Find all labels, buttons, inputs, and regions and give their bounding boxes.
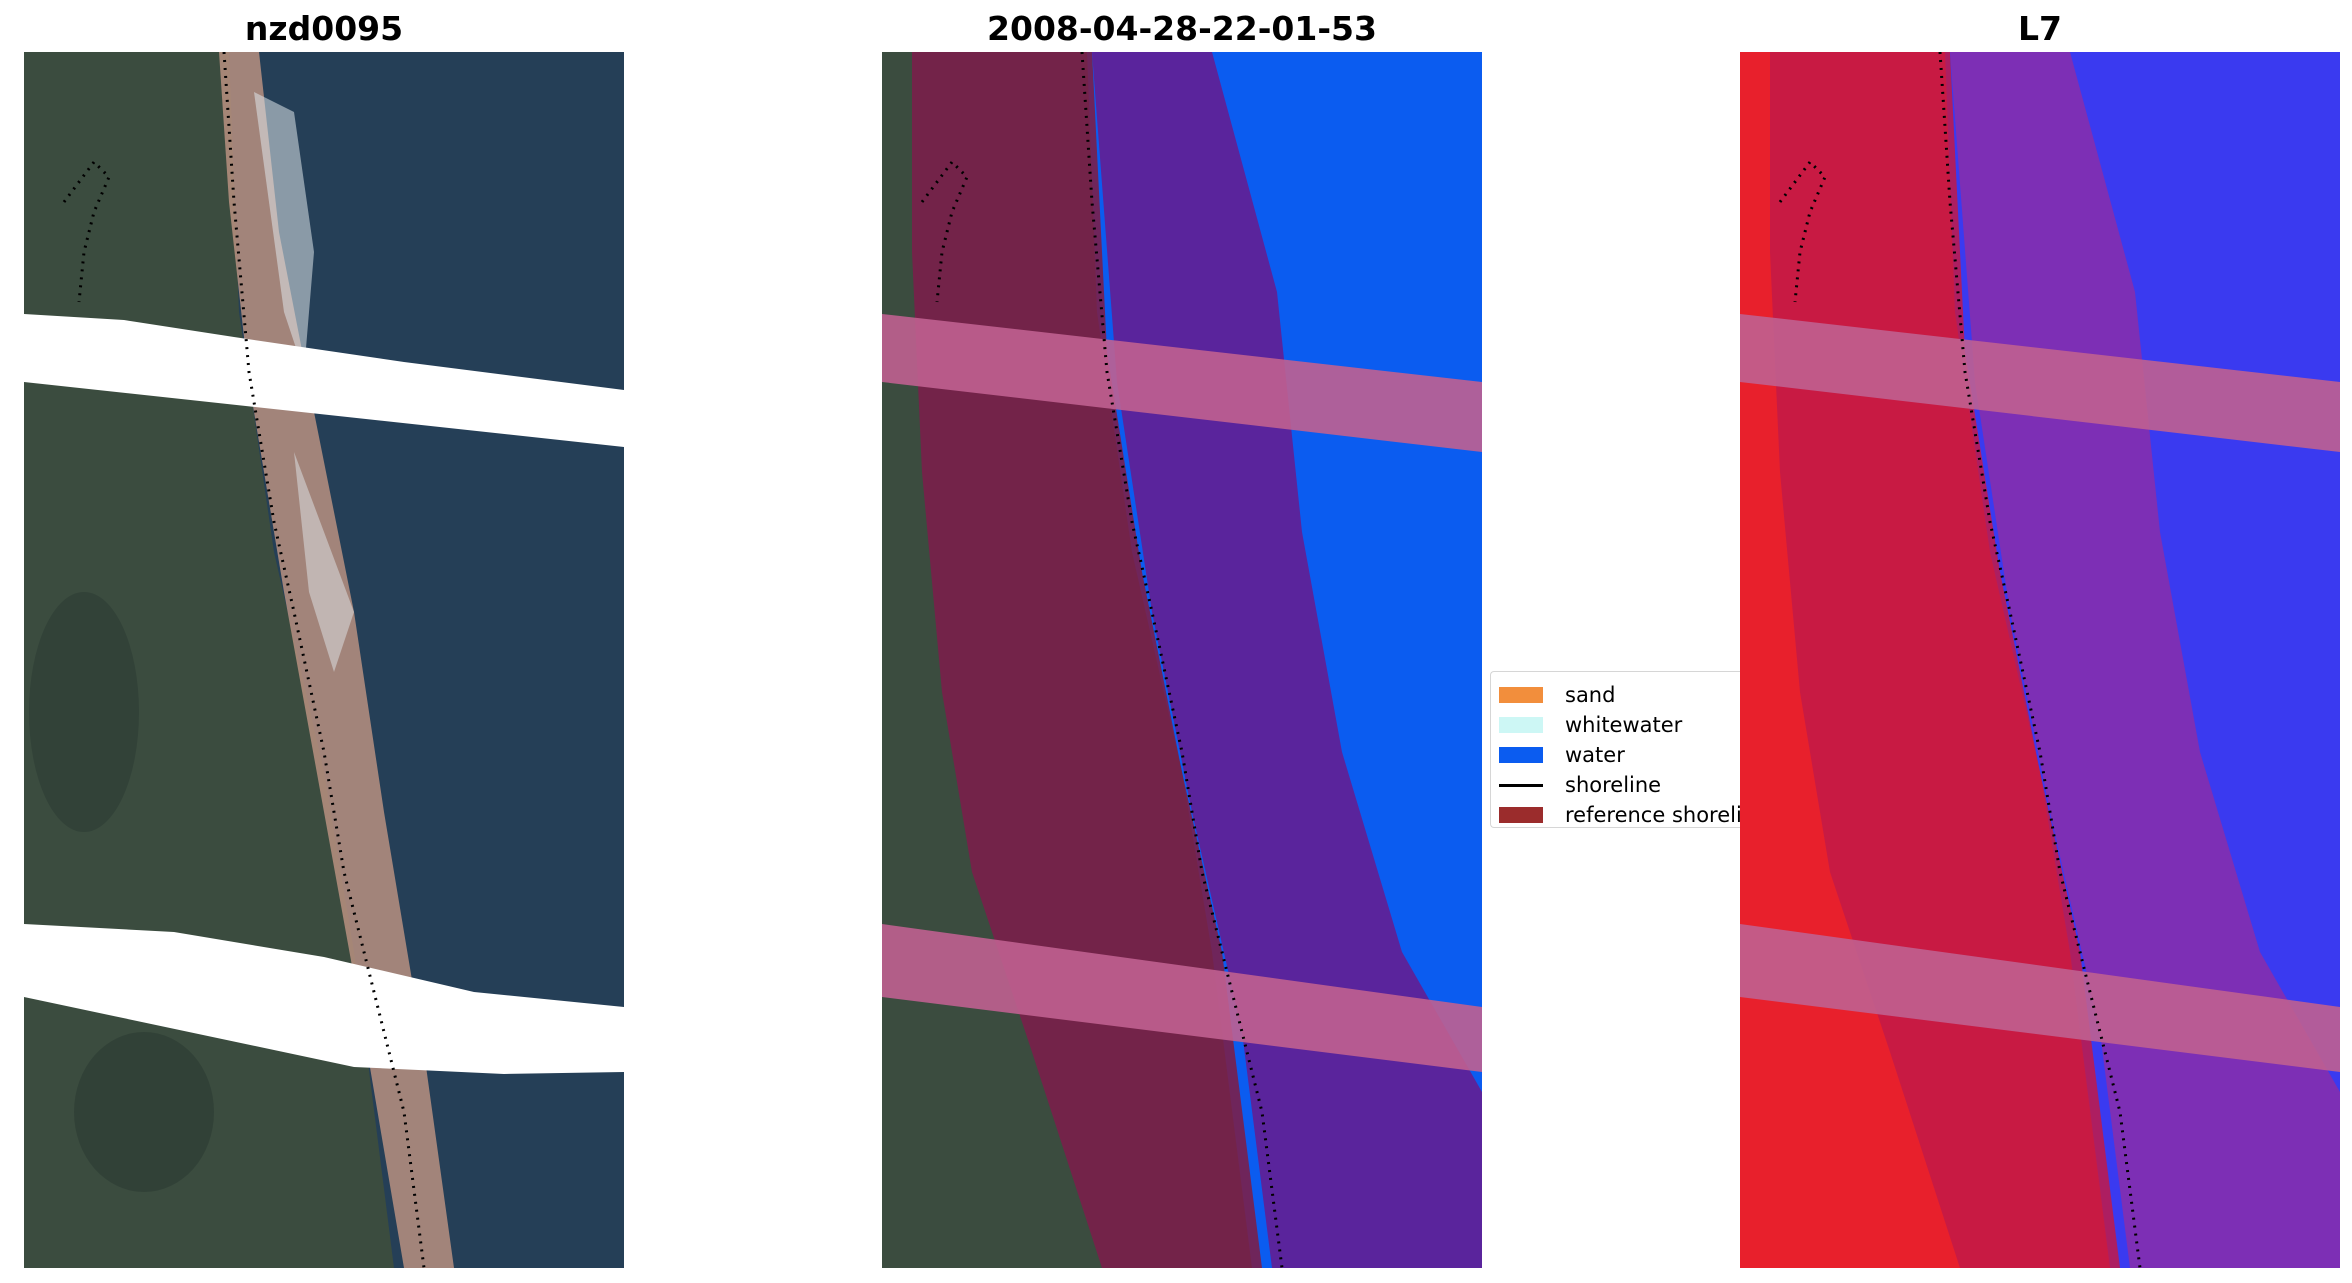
legend: sand whitewater water shoreline referenc…: [1490, 671, 1740, 828]
legend-label-water: water: [1565, 743, 1625, 767]
index-panel: [1740, 52, 2340, 1268]
legend-swatch-reference-shoreline: [1499, 807, 1543, 823]
index-image: [1740, 52, 2340, 1268]
legend-label-sand: sand: [1565, 683, 1616, 707]
panel-title-date: 2008-04-28-22-01-53: [987, 9, 1377, 48]
classification-image: [882, 52, 1482, 1268]
rgb-image: [24, 52, 624, 1268]
legend-item-reference-shoreline: reference shoreline: [1499, 800, 1740, 827]
legend-label-shoreline: shoreline: [1565, 773, 1662, 797]
legend-label-whitewater: whitewater: [1565, 713, 1683, 737]
legend-swatch-whitewater: [1499, 717, 1543, 733]
legend-label-reference-shoreline: reference shoreline: [1565, 803, 1740, 827]
legend-item-water: water: [1499, 740, 1740, 770]
legend-item-whitewater: whitewater: [1499, 710, 1740, 740]
legend-swatch-water: [1499, 747, 1543, 763]
rgb-image-panel: [24, 52, 624, 1268]
legend-item-shoreline: shoreline: [1499, 770, 1740, 800]
panel-title-rgb: nzd0095: [244, 9, 404, 48]
classification-panel: [882, 52, 1482, 1268]
panel-title-index: L7: [2018, 9, 2062, 48]
legend-item-sand: sand: [1499, 680, 1740, 710]
legend-line-shoreline: [1499, 784, 1543, 787]
legend-swatch-sand: [1499, 687, 1543, 703]
